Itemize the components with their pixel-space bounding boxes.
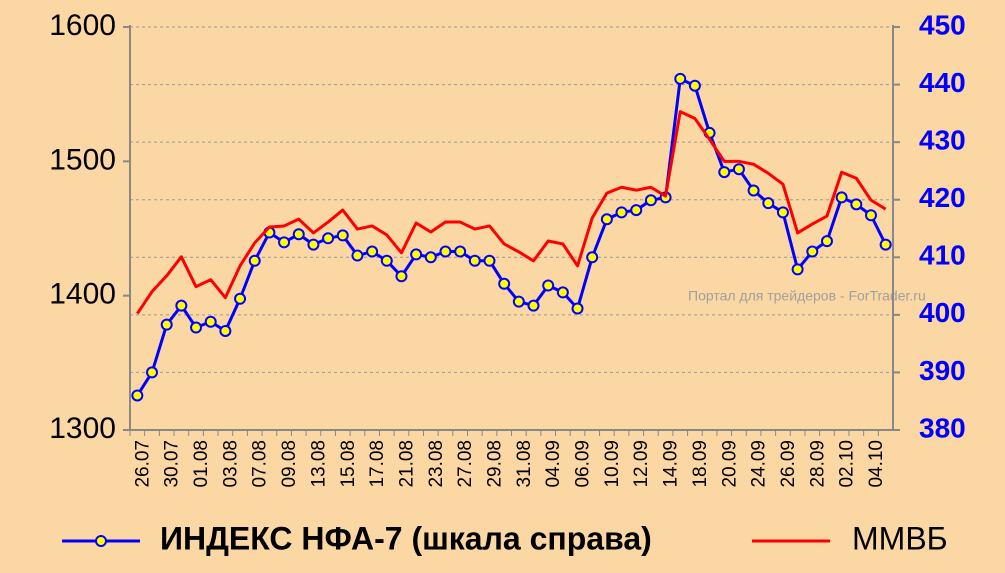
- data-point: [512, 295, 525, 308]
- x-tick-label: 29.08: [485, 440, 506, 488]
- x-tick-label: 09.08: [279, 440, 300, 488]
- data-point: [131, 389, 144, 402]
- data-point: [732, 163, 745, 176]
- x-tick-label: 01.08: [191, 440, 212, 488]
- y-tick-label: 1400: [49, 278, 116, 311]
- data-point: [234, 292, 247, 305]
- data-point: [395, 270, 408, 283]
- x-tick-label: 04.09: [543, 440, 564, 488]
- x-tick-label: 26.09: [778, 440, 799, 488]
- x-tick-label: 03.08: [220, 440, 241, 488]
- x-tick-label: 20.09: [719, 440, 740, 488]
- data-point: [571, 302, 584, 315]
- x-tick-label: 02.10: [837, 440, 858, 488]
- y-tick-label: 1500: [49, 143, 116, 176]
- x-tick-label: 07.08: [250, 440, 271, 488]
- data-point: [190, 321, 203, 334]
- data-point: [146, 366, 159, 379]
- watermark: Портал для трейдеров - ForTrader.ru: [688, 288, 926, 304]
- data-point: [688, 79, 701, 92]
- data-point: [483, 254, 496, 267]
- data-point: [835, 191, 848, 204]
- data-point: [542, 279, 555, 292]
- x-tick-label: 14.09: [661, 440, 682, 488]
- x-tick-label: 17.08: [367, 440, 388, 488]
- y2-tick-label: 430: [919, 125, 966, 156]
- x-tick-label: 10.09: [602, 440, 623, 488]
- legend-label: ММВБ: [852, 520, 948, 556]
- data-point: [791, 263, 804, 276]
- data-point: [776, 206, 789, 219]
- y2-tick-label: 420: [919, 182, 966, 213]
- x-tick-label: 27.08: [455, 440, 476, 488]
- data-point: [615, 206, 628, 219]
- data-point: [527, 299, 540, 312]
- x-tick-label: 24.09: [749, 440, 770, 488]
- data-point: [439, 245, 452, 258]
- x-tick-label: 18.09: [690, 440, 711, 488]
- x-tick-label: 15.08: [338, 440, 359, 488]
- data-point: [160, 318, 173, 331]
- data-point: [586, 251, 599, 264]
- data-point: [600, 213, 613, 226]
- x-tick-label: 06.09: [573, 440, 594, 488]
- data-point: [248, 254, 261, 267]
- data-point: [219, 324, 232, 337]
- data-point: [380, 254, 393, 267]
- data-point: [468, 254, 481, 267]
- data-point: [292, 228, 305, 241]
- data-point: [644, 194, 657, 207]
- data-point: [336, 229, 349, 242]
- y2-tick-label: 440: [919, 67, 966, 98]
- data-point: [762, 197, 775, 210]
- y2-tick-label: 390: [919, 355, 966, 386]
- data-point: [850, 198, 863, 211]
- data-point: [674, 72, 687, 85]
- data-point: [747, 184, 760, 197]
- data-point: [630, 204, 643, 217]
- data-point: [204, 315, 217, 328]
- y2-tick-label: 380: [919, 412, 966, 443]
- y2-tick-label: 450: [919, 9, 966, 40]
- data-point: [820, 235, 833, 248]
- series-line: [136, 77, 888, 397]
- data-point: [366, 245, 379, 258]
- x-tick-label: 28.09: [807, 440, 828, 488]
- data-point: [410, 248, 423, 261]
- data-point: [718, 166, 731, 179]
- data-point: [322, 232, 335, 245]
- data-point: [307, 238, 320, 251]
- data-point: [556, 286, 569, 299]
- data-point: [498, 277, 511, 290]
- data-point: [175, 299, 188, 312]
- data-point: [806, 245, 819, 258]
- data-point: [879, 238, 892, 251]
- x-tick-label: 21.08: [396, 440, 417, 488]
- y-tick-label: 1600: [49, 9, 116, 42]
- x-tick-label: 31.08: [514, 440, 535, 488]
- data-point: [351, 249, 364, 262]
- y2-tick-label: 410: [919, 240, 966, 271]
- x-tick-label: 23.08: [426, 440, 447, 488]
- y-tick-label: 1300: [49, 412, 116, 445]
- legend-marker: [95, 535, 107, 547]
- series-line: [136, 110, 887, 315]
- x-tick-label: 13.08: [308, 440, 329, 488]
- data-point: [424, 251, 437, 264]
- x-tick-label: 30.07: [162, 440, 183, 488]
- legend-label: ИНДЕКС НФА-7 (шкала справа): [160, 520, 652, 556]
- data-point: [454, 245, 467, 258]
- y2-tick-label: 400: [919, 297, 966, 328]
- x-tick-label: 12.09: [631, 440, 652, 488]
- data-point: [864, 209, 877, 222]
- x-tick-label: 26.07: [132, 440, 153, 488]
- x-tick-label: 04.10: [866, 440, 887, 488]
- data-point: [278, 236, 291, 249]
